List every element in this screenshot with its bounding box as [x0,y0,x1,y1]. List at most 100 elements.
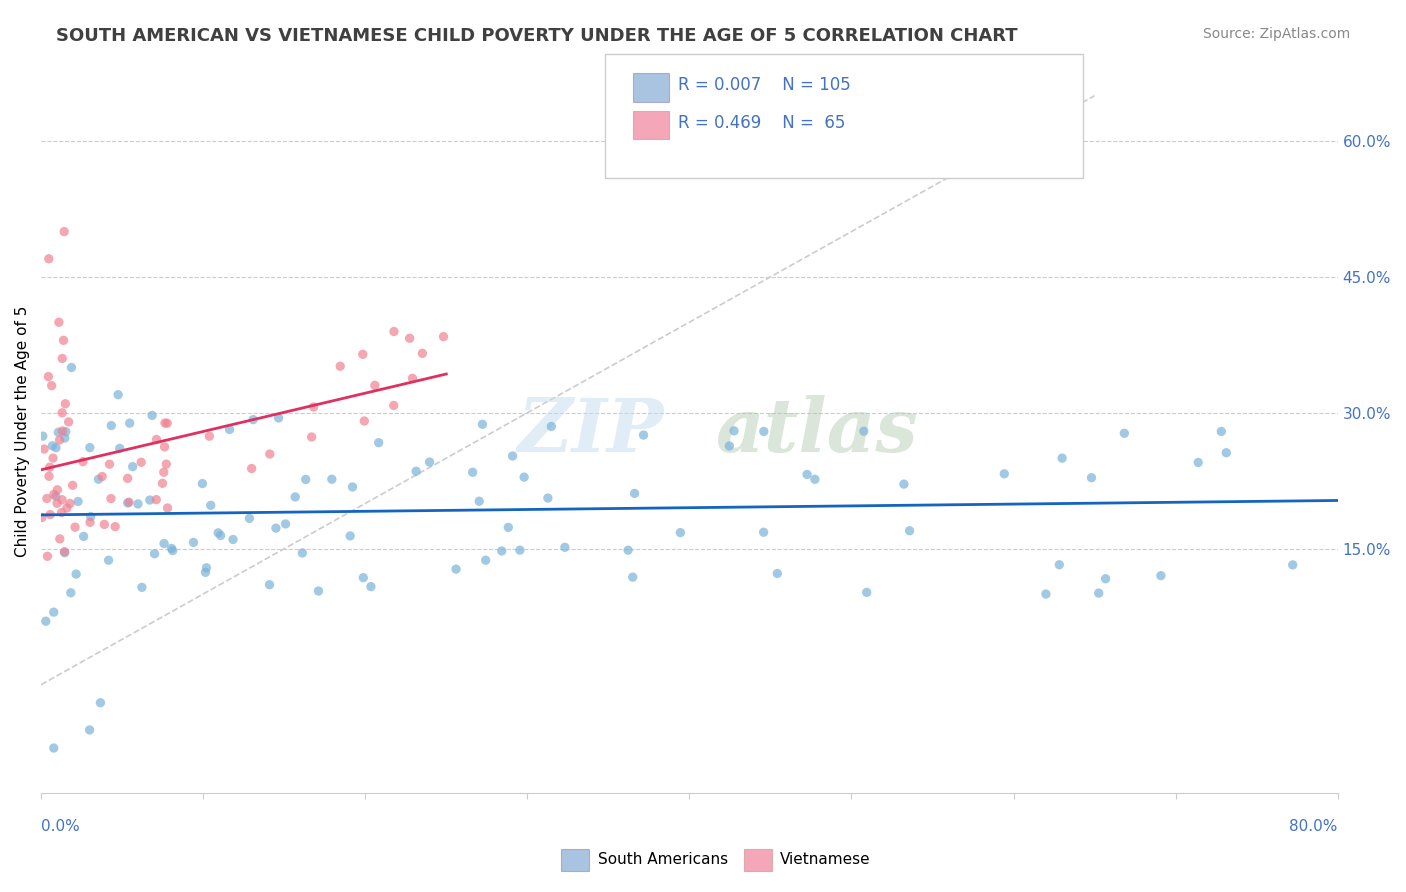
Point [804,472,827,486]
Point [79,441,101,455]
Point [264,521,287,535]
Point [62,478,84,492]
Point [38,469,60,483]
Point [669,525,692,540]
Point [321,472,343,486]
Point [87,472,110,486]
Point [152,476,174,491]
Point [898,524,921,538]
Point [540,419,562,434]
Point [1114,426,1136,441]
Point [1187,455,1209,469]
Point [42,605,65,619]
Point [238,511,260,525]
Point [723,424,745,438]
Point [52,334,75,348]
Point [242,412,264,426]
Point [53,225,76,239]
Point [37,549,59,564]
Text: R = 0.469    N =  65: R = 0.469 N = 65 [678,114,845,132]
Point [617,543,640,558]
Point [364,378,387,392]
Point [35,491,58,506]
Point [118,495,141,509]
Point [301,430,323,444]
Point [352,347,374,361]
Point [360,580,382,594]
Point [93,517,115,532]
Point [284,490,307,504]
Point [80,509,103,524]
Point [79,516,101,530]
Point [432,329,454,343]
Point [633,428,655,442]
Point [382,325,405,339]
Point [45,489,67,503]
Point [35,614,58,628]
Point [240,461,263,475]
Point [302,400,325,414]
Point [1050,451,1073,466]
Point [53,544,76,558]
Point [45,441,67,455]
Point [183,535,205,549]
Point [143,547,166,561]
Point [100,418,122,433]
Point [117,471,139,485]
Point [491,544,513,558]
Y-axis label: Child Poverty Under the Age of 5: Child Poverty Under the Age of 5 [15,305,30,557]
Point [131,580,153,594]
Point [191,476,214,491]
Point [38,460,60,475]
Point [468,494,491,508]
Point [48,315,70,329]
Point [118,416,141,430]
Point [718,439,741,453]
Point [444,562,467,576]
Point [53,431,76,445]
Point [153,416,176,430]
Point [274,516,297,531]
Point [56,501,79,516]
Point [342,480,364,494]
Point [474,553,496,567]
Point [107,387,129,401]
Point [32,442,55,456]
Point [41,378,63,392]
Text: 80.0%: 80.0% [1289,819,1337,834]
Point [1080,471,1102,485]
Point [72,454,94,468]
Point [195,561,218,575]
Point [139,493,162,508]
Point [51,351,73,366]
Text: 0.0%: 0.0% [41,819,80,834]
Point [752,425,775,439]
Point [51,492,73,507]
Point [367,435,389,450]
Point [145,492,167,507]
Point [259,577,281,591]
Point [104,519,127,533]
Point [352,571,374,585]
Point [58,415,80,429]
Point [97,553,120,567]
Point [353,414,375,428]
Point [1047,558,1070,572]
Point [121,459,143,474]
Point [993,467,1015,481]
Point [294,472,316,486]
Point [796,467,818,482]
Point [53,397,76,411]
Point [37,369,59,384]
Point [41,439,63,453]
Point [623,486,645,500]
Point [46,425,69,440]
Point [117,496,139,510]
Point [1211,425,1233,439]
Point [31,510,53,524]
Point [461,465,484,479]
Point [55,425,77,439]
Point [752,525,775,540]
Point [156,501,179,516]
Point [1035,587,1057,601]
